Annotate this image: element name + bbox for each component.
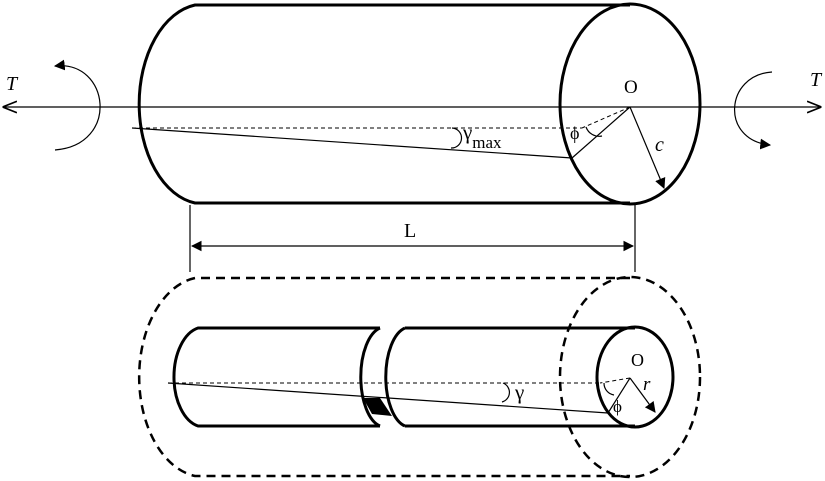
phi-bottom-arc	[603, 382, 615, 396]
slice-shaded-element	[363, 398, 392, 416]
left-torque-arrow	[53, 59, 101, 151]
outer-envelope-end-dashed	[558, 275, 702, 479]
top-twisted-line	[131, 127, 573, 159]
length-label: L	[404, 220, 416, 242]
right-torque-arrow	[734, 71, 773, 150]
gamma-max-symbol: γ	[462, 120, 472, 144]
top-shaft-outline	[137, 3, 630, 205]
bottom-radius-arrow	[629, 377, 656, 413]
phi-top-arc	[585, 126, 603, 137]
slice-left-edge	[359, 326, 381, 428]
gamma-max-subscript: max	[472, 133, 502, 152]
slice-right-edge	[384, 326, 406, 428]
radius-r-label: r	[643, 374, 651, 395]
torque-right-label: T	[810, 69, 823, 91]
gamma-label: γ	[514, 380, 524, 404]
top-radius-arrow	[629, 106, 666, 189]
phi-bottom-label: ϕ	[613, 397, 622, 416]
outer-envelope-dashed	[137, 276, 630, 478]
radius-c-label: c	[655, 134, 664, 156]
gamma-max-label: γmax	[462, 120, 502, 152]
top-shaft: T T O γmax ϕ c	[4, 2, 823, 206]
inner-shaft-left-outline	[172, 326, 380, 428]
length-dimension: L	[189, 205, 636, 272]
center-bottom-label: O	[631, 350, 644, 370]
gamma-max-arc	[450, 127, 463, 149]
top-shaft-end-face	[558, 2, 702, 206]
gamma-arc	[501, 382, 511, 403]
phi-top-label: ϕ	[570, 123, 579, 143]
torque-left-label: T	[6, 73, 19, 95]
top-radial-line	[571, 106, 631, 159]
bottom-radial-dashed	[599, 377, 631, 384]
center-top-label: O	[624, 77, 638, 98]
inner-shaft-end-face	[595, 325, 675, 429]
bottom-twisted-line	[167, 382, 609, 414]
top-radial-dashed	[581, 106, 631, 129]
bottom-shaft: O γ r ϕ	[137, 275, 702, 479]
bottom-radial-line	[607, 377, 631, 414]
